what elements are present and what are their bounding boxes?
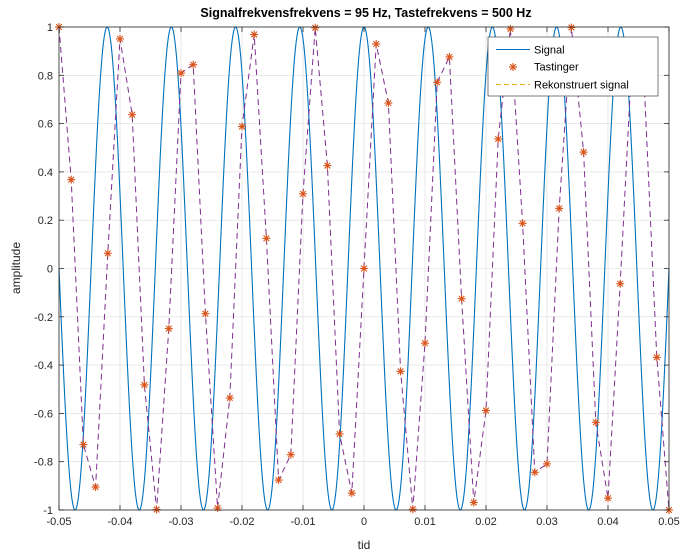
sample-point — [189, 60, 198, 69]
y-tick-label: 0.6 — [38, 119, 53, 131]
legend-sample-label: Tastinger — [534, 62, 579, 74]
sample-point — [469, 498, 478, 507]
sample-point — [335, 429, 344, 438]
y-tick-labels: -1 -0.8 -0.6 -0.4 -0.2 0 0.2 0.4 0.6 0.8 1 — [34, 22, 53, 517]
x-tick-label: 0.04 — [597, 516, 618, 528]
sample-point — [591, 418, 600, 427]
sample-point — [103, 249, 112, 258]
sample-point — [250, 30, 259, 39]
y-tick-label: -0.4 — [34, 360, 53, 372]
sample-point — [128, 110, 137, 119]
sample-point — [457, 294, 466, 303]
sample-point — [201, 309, 210, 318]
sample-point — [530, 468, 539, 477]
sample-point — [164, 324, 173, 333]
y-tick-label: 0.2 — [38, 215, 53, 227]
x-tick-label: -0.04 — [107, 516, 132, 528]
legend: Signal Tastinger Rekonstruert signal — [487, 36, 659, 97]
sample-point — [408, 505, 417, 514]
sample-point — [311, 23, 320, 32]
chart-title: Signalfrekvensfrekvens = 95 Hz, Tastefre… — [200, 6, 531, 20]
sample-point — [494, 135, 503, 144]
sample-point — [152, 505, 161, 514]
y-tick-label: -0.8 — [34, 457, 53, 469]
sample-point — [140, 380, 149, 389]
x-tick-label: -0.05 — [46, 516, 71, 528]
x-tick-label: 0.02 — [475, 516, 496, 528]
sample-point — [445, 52, 454, 61]
y-axis-label: amplitude — [9, 242, 23, 294]
y-tick-label: -1 — [43, 505, 53, 517]
sample-point — [274, 476, 283, 485]
sample-point — [555, 204, 564, 213]
legend-sample-swatch — [509, 63, 517, 71]
y-tick-label: -0.2 — [34, 312, 53, 324]
x-tick-label: -0.01 — [290, 516, 315, 528]
y-tick-label: 0.8 — [38, 70, 53, 82]
sample-point — [347, 489, 356, 498]
x-tick-label: 0.05 — [658, 516, 679, 528]
sample-point — [299, 189, 307, 198]
sample-point — [567, 23, 576, 32]
y-tick-label: 0.4 — [38, 167, 53, 179]
sample-point — [286, 450, 295, 459]
sample-point — [604, 494, 612, 503]
sample-point — [396, 367, 405, 376]
x-tick-label: 0.01 — [414, 516, 435, 528]
sample-point — [67, 175, 76, 184]
sample-point — [652, 353, 661, 362]
y-tick-label: 0 — [47, 264, 53, 276]
sample-point — [177, 69, 185, 78]
x-tick-label: -0.02 — [229, 516, 254, 528]
x-axis-label: tid — [358, 538, 371, 552]
sample-point — [323, 161, 332, 170]
sample-point — [79, 440, 88, 449]
sample-point — [421, 339, 429, 348]
sample-point — [433, 78, 442, 87]
legend-asterisk — [509, 63, 517, 71]
sample-point — [262, 234, 271, 243]
sample-point — [91, 483, 100, 492]
sample-point — [543, 459, 551, 468]
sample-point — [616, 279, 625, 288]
y-tick-label: -0.6 — [34, 408, 53, 420]
sample-point — [213, 504, 222, 513]
sample-point — [116, 34, 124, 43]
sample-point — [482, 406, 490, 415]
sample-point — [225, 393, 234, 402]
x-tick-label: -0.03 — [168, 516, 193, 528]
sample-point — [238, 122, 246, 131]
sample-point — [360, 264, 368, 273]
x-tick-label: 0 — [361, 516, 367, 528]
legend-signal-label: Signal — [534, 45, 565, 57]
tick-layer — [58, 26, 670, 511]
sample-point — [579, 148, 588, 157]
sample-point — [384, 99, 393, 108]
x-tick-labels: -0.05 -0.04 -0.03 -0.02 -0.01 0 0.01 0.02 0.03 0.… — [46, 516, 679, 528]
sample-point — [506, 24, 515, 33]
x-tick-label: 0.03 — [536, 516, 557, 528]
sample-point — [518, 219, 527, 228]
y-tick-label: 1 — [47, 22, 53, 34]
sample-point — [372, 39, 381, 48]
legend-reconstructed-label: Rekonstruert signal — [534, 80, 629, 92]
